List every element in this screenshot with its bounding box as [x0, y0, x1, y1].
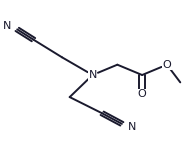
- Text: N: N: [128, 122, 136, 132]
- Text: O: O: [138, 89, 146, 99]
- Text: N: N: [88, 70, 97, 80]
- Text: N: N: [3, 21, 12, 31]
- Text: O: O: [163, 60, 171, 70]
